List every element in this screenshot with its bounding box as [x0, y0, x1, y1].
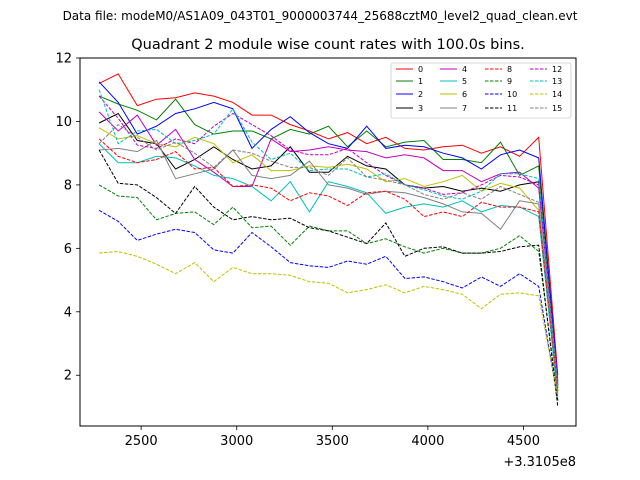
series-line-1 [98, 95, 559, 388]
y-tick-label: 2 [64, 369, 72, 384]
x-tick-label: 4000 [411, 434, 444, 449]
legend-label-1: 1 [418, 77, 423, 86]
series-line-10 [98, 209, 559, 401]
chart-suptitle: Data file: modeM0/AS1A09_043T01_90000037… [63, 9, 578, 23]
legend-label-14: 14 [552, 90, 562, 99]
legend-label-10: 10 [507, 90, 517, 99]
legend-label-15: 15 [552, 104, 562, 113]
series-line-9 [98, 184, 559, 401]
x-axis-offset-label: +3.3105e8 [503, 455, 576, 470]
legend-label-4: 4 [462, 65, 467, 74]
legend-label-5: 5 [462, 77, 467, 86]
x-tick-label: 4500 [507, 434, 540, 449]
series-line-13 [98, 89, 559, 388]
legend-label-8: 8 [507, 65, 512, 74]
series-line-14 [99, 250, 559, 398]
x-axis: 2500 3000 3500 4000 4500 [125, 426, 540, 449]
legend-label-3: 3 [418, 104, 423, 113]
series-line-5 [98, 143, 559, 398]
chart-title: Quadrant 2 module wise count rates with … [131, 37, 525, 53]
series-line-12 [98, 95, 559, 382]
legend-label-11: 11 [507, 104, 517, 113]
series-line-15 [98, 123, 559, 392]
series-line-8 [98, 138, 559, 392]
series-line-11 [98, 149, 559, 408]
legend-label-12: 12 [552, 65, 562, 74]
series-line-2 [98, 81, 559, 382]
x-tick-label: 3500 [316, 434, 349, 449]
series-line-3 [98, 112, 559, 385]
legend-label-13: 13 [552, 77, 562, 86]
y-tick-label: 6 [64, 242, 72, 257]
y-tick-label: 8 [64, 178, 72, 193]
legend-label-7: 7 [462, 104, 467, 113]
y-tick-label: 12 [55, 52, 72, 67]
y-tick-label: 10 [55, 115, 72, 130]
x-tick-label: 2500 [125, 434, 158, 449]
series-line-4 [98, 111, 559, 385]
plot-frame [79, 57, 577, 427]
legend-label-0: 0 [418, 65, 423, 74]
legend-label-2: 2 [418, 90, 423, 99]
series-layer [98, 73, 559, 408]
legend-box [390, 62, 572, 119]
y-tick-label: 4 [64, 305, 72, 320]
x-tick-label: 3000 [220, 434, 253, 449]
series-line-0 [98, 73, 559, 376]
legend-label-9: 9 [507, 77, 512, 86]
y-axis: 2 4 6 8 10 12 [55, 52, 80, 384]
series-line-7 [99, 139, 559, 395]
series-line-6 [98, 127, 559, 392]
legend-label-6: 6 [462, 90, 467, 99]
